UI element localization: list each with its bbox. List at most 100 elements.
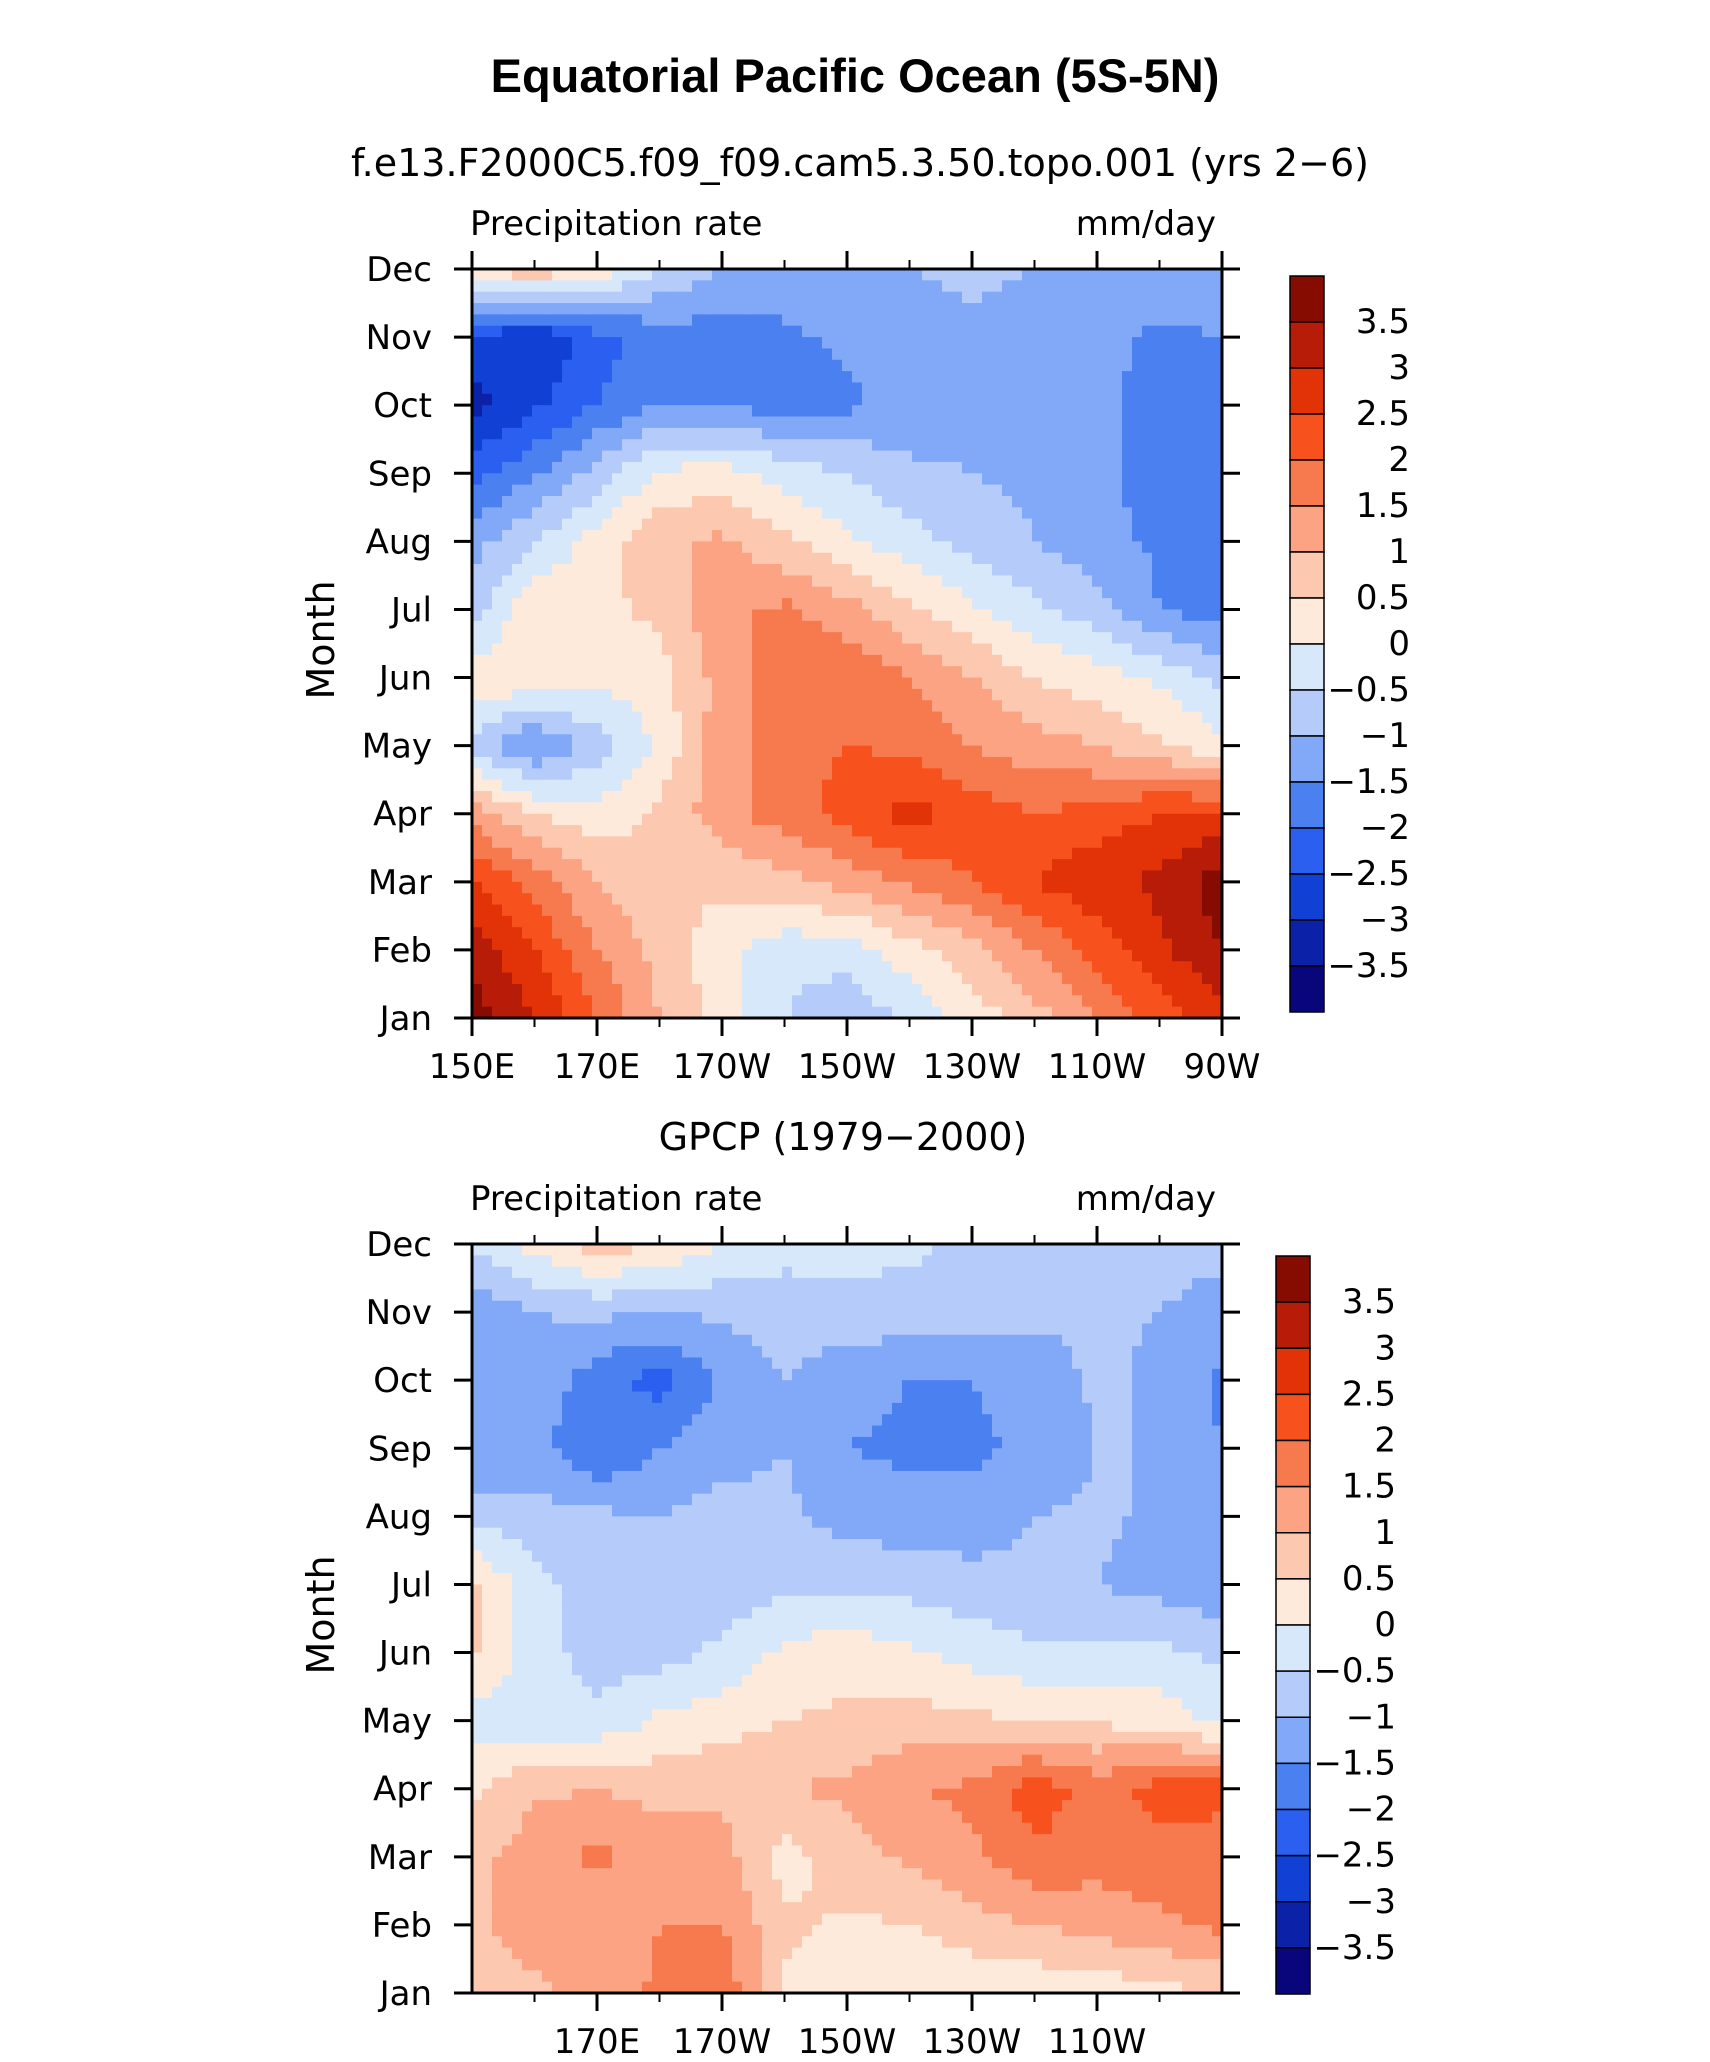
heatmap-cell bbox=[502, 825, 513, 838]
heatmap-cell bbox=[852, 938, 863, 951]
heatmap-cell bbox=[602, 598, 613, 611]
heatmap-cell bbox=[482, 280, 493, 293]
heatmap-cell bbox=[742, 711, 753, 724]
heatmap-cell bbox=[902, 995, 913, 1008]
heatmap-cell bbox=[762, 904, 773, 917]
heatmap-cell bbox=[932, 756, 943, 769]
heatmap-cell bbox=[592, 756, 603, 769]
heatmap-cell bbox=[1072, 518, 1083, 531]
heatmap-cell bbox=[522, 530, 533, 542]
heatmap-cell bbox=[472, 507, 483, 520]
heatmap-cell bbox=[572, 598, 583, 611]
heatmap-cell bbox=[652, 552, 663, 565]
heatmap-cell bbox=[1052, 745, 1063, 758]
heatmap-cell bbox=[972, 439, 983, 452]
heatmap-cell bbox=[592, 927, 603, 940]
heatmap-cell bbox=[582, 269, 593, 281]
heatmap-cell bbox=[1212, 722, 1223, 735]
heatmap-cell bbox=[852, 541, 863, 554]
heatmap-cell bbox=[942, 609, 953, 622]
heatmap-cell bbox=[842, 495, 853, 508]
heatmap-cell bbox=[532, 711, 543, 724]
heatmap-cell bbox=[622, 972, 633, 985]
heatmap-cell bbox=[472, 813, 483, 826]
heatmap-cell bbox=[1202, 495, 1213, 508]
heatmap-cell bbox=[812, 915, 823, 928]
heatmap-cell bbox=[952, 779, 963, 792]
heatmap-cell bbox=[1182, 620, 1193, 633]
heatmap-cell bbox=[1012, 495, 1023, 508]
heatmap-cell bbox=[962, 382, 973, 395]
heatmap-cell bbox=[572, 904, 583, 917]
heatmap-cell bbox=[1182, 1006, 1193, 1019]
heatmap-cell bbox=[1092, 564, 1103, 577]
heatmap-cell bbox=[1152, 904, 1163, 917]
heatmap-cell bbox=[552, 530, 563, 542]
heatmap-cell bbox=[812, 700, 823, 713]
heatmap-cell bbox=[842, 825, 853, 838]
heatmap-cell bbox=[522, 825, 533, 838]
heatmap-cell bbox=[992, 836, 1003, 849]
heatmap-cell bbox=[772, 972, 783, 985]
heatmap-cell bbox=[822, 382, 833, 395]
heatmap-cell bbox=[1052, 893, 1063, 906]
heatmap-cell bbox=[602, 303, 613, 315]
heatmap-cell bbox=[862, 893, 873, 906]
heatmap-cell bbox=[602, 972, 613, 985]
heatmap-cell bbox=[492, 359, 503, 372]
heatmap-cell bbox=[582, 552, 593, 565]
y-tick-label: Jan bbox=[378, 999, 432, 1039]
heatmap-cell bbox=[712, 711, 723, 724]
heatmap-cell bbox=[662, 847, 673, 860]
heatmap-cell bbox=[842, 416, 853, 429]
heatmap-cell bbox=[912, 893, 923, 906]
heatmap-cell bbox=[1012, 756, 1023, 769]
heatmap-cell bbox=[1102, 303, 1113, 315]
heatmap-cell bbox=[942, 359, 953, 372]
heatmap-cell bbox=[1082, 847, 1093, 860]
heatmap-cell bbox=[862, 609, 873, 622]
heatmap-cell bbox=[622, 983, 633, 996]
heatmap-cell bbox=[902, 620, 913, 633]
heatmap-cell bbox=[642, 495, 653, 508]
heatmap-cell bbox=[562, 915, 573, 928]
heatmap-cell bbox=[882, 915, 893, 928]
heatmap-cell bbox=[632, 586, 643, 599]
heatmap-cell bbox=[472, 473, 483, 486]
heatmap-cell bbox=[972, 348, 983, 361]
heatmap-cell bbox=[922, 314, 933, 327]
heatmap-cell bbox=[772, 552, 783, 565]
heatmap-cell bbox=[732, 643, 743, 656]
heatmap-cell bbox=[682, 269, 693, 281]
heatmap-cell bbox=[1162, 722, 1173, 735]
heatmap-cell bbox=[922, 530, 933, 542]
heatmap-cell bbox=[962, 949, 973, 962]
heatmap-cell bbox=[692, 359, 703, 372]
heatmap-cell bbox=[652, 439, 663, 452]
heatmap-cell bbox=[772, 995, 783, 1008]
heatmap-cell bbox=[482, 813, 493, 826]
heatmap-cell bbox=[932, 745, 943, 758]
heatmap-cell bbox=[992, 938, 1003, 951]
heatmap-cell bbox=[592, 949, 603, 962]
heatmap-cell bbox=[622, 893, 633, 906]
heatmap-cell bbox=[982, 859, 993, 872]
heatmap-cell bbox=[972, 995, 983, 1008]
heatmap-cell bbox=[1202, 609, 1213, 622]
heatmap-cell bbox=[1012, 564, 1023, 577]
heatmap-cell bbox=[1172, 983, 1183, 996]
heatmap-cell bbox=[792, 688, 803, 701]
heatmap-cell bbox=[682, 779, 693, 792]
heatmap-cell bbox=[772, 269, 783, 281]
heatmap-cell bbox=[512, 586, 523, 599]
heatmap-cell bbox=[1112, 722, 1123, 735]
heatmap-cell bbox=[1082, 825, 1093, 838]
heatmap-cell bbox=[1092, 859, 1103, 872]
heatmap-cell bbox=[802, 325, 813, 338]
heatmap-cell bbox=[902, 972, 913, 985]
heatmap-cell bbox=[732, 802, 743, 815]
heatmap-cell bbox=[1212, 904, 1223, 917]
heatmap-cell bbox=[502, 904, 513, 917]
heatmap-cell bbox=[1022, 280, 1033, 293]
heatmap-cell bbox=[482, 825, 493, 838]
